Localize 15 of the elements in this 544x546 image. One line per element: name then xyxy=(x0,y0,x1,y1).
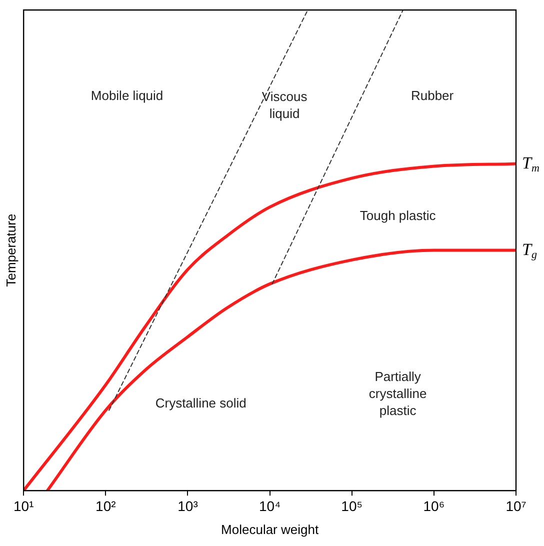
annotation: Partially crystalline plastic xyxy=(368,369,427,418)
x-tick-label: 10³ xyxy=(178,498,198,514)
annotation: Mobile liquid xyxy=(90,88,164,104)
annotation: Rubber xyxy=(410,88,454,104)
x-axis-title: Molecular weight xyxy=(221,522,319,537)
x-tick-label: 10⁴ xyxy=(259,498,281,514)
x-tick-label: 10² xyxy=(96,498,116,514)
x-tick-label: 10⁷ xyxy=(506,498,526,514)
y-axis-title: Temperature xyxy=(3,214,18,287)
annotation: Viscous liquid xyxy=(262,89,308,122)
annotation: Crystalline solid xyxy=(155,396,246,411)
annotation: Tough plastic xyxy=(360,208,436,224)
x-tick-label: 10¹ xyxy=(13,498,34,514)
x-tick-label: 10⁶ xyxy=(423,498,445,514)
x-tick-label: 10⁵ xyxy=(341,498,363,514)
